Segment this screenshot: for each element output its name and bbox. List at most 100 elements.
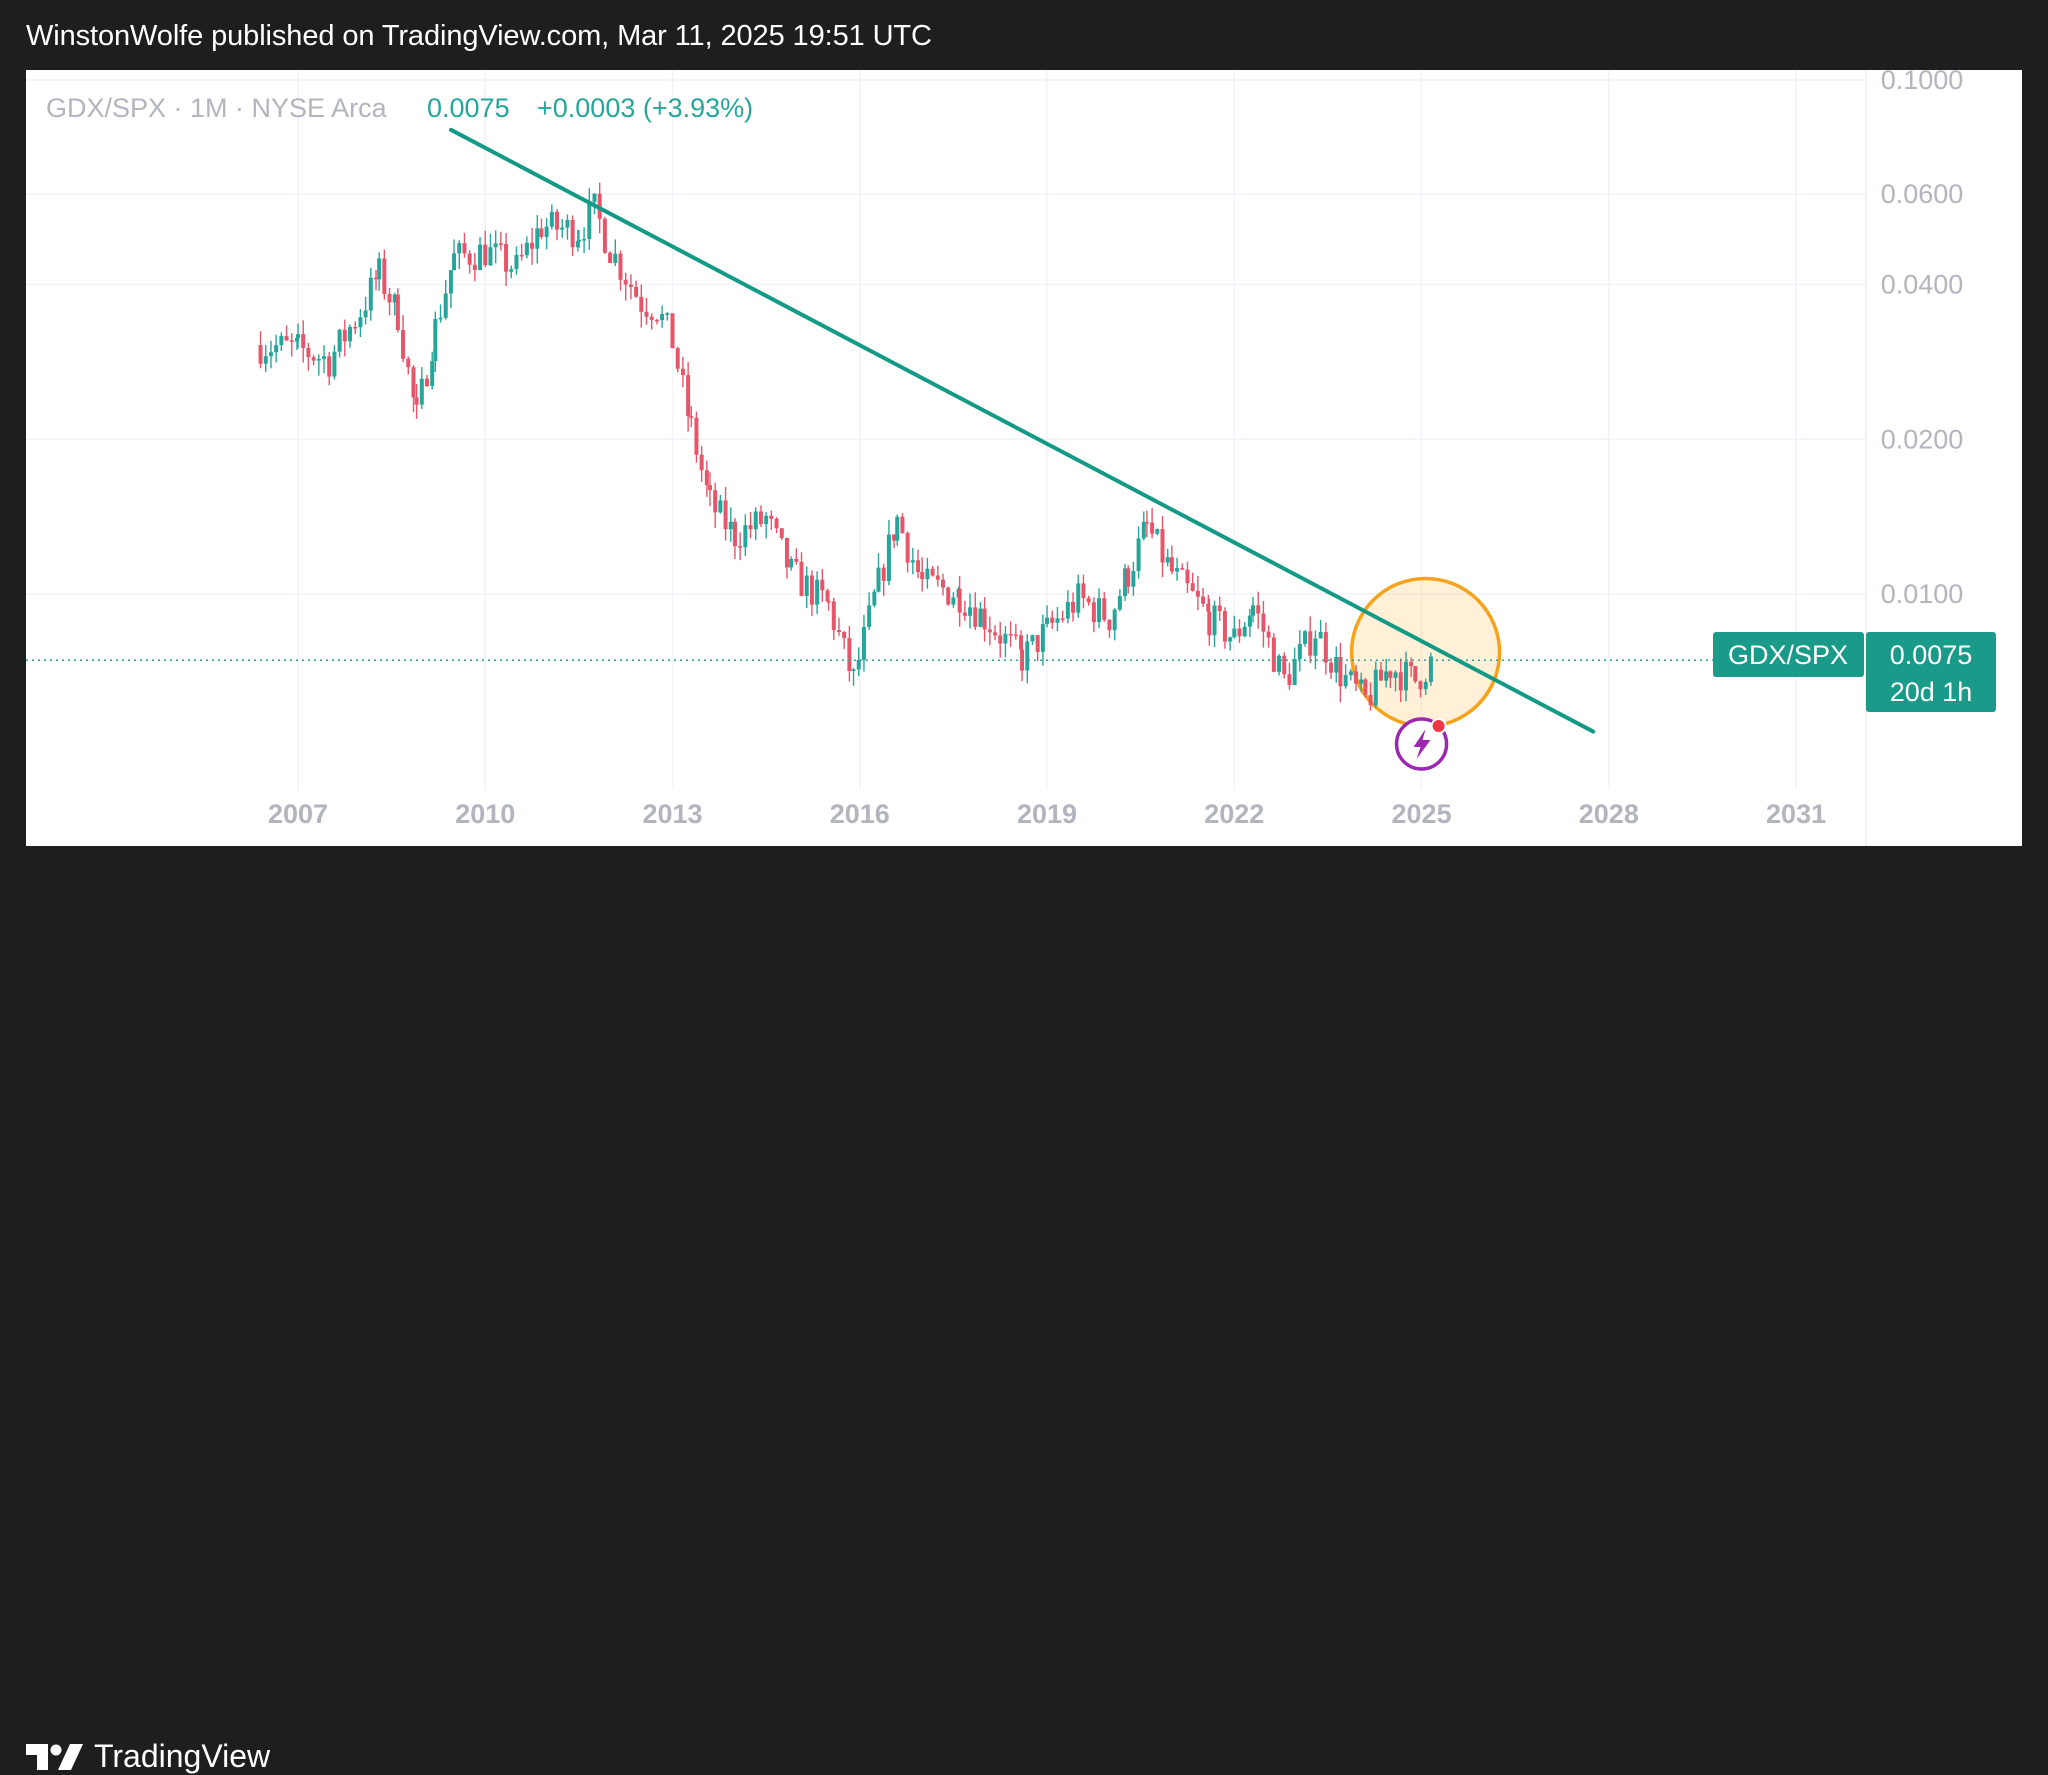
candle-body	[1378, 669, 1383, 681]
candle	[1207, 598, 1212, 646]
candle	[263, 345, 268, 373]
candle	[1190, 572, 1195, 592]
price-label[interactable]: GDX/SPX 0.0075 20d 1h	[1713, 632, 1996, 712]
candle	[978, 601, 983, 628]
candle-body	[723, 500, 728, 530]
candle	[1055, 606, 1060, 632]
candle	[1123, 564, 1128, 601]
candle-body	[1035, 635, 1040, 652]
candle-body	[1060, 618, 1065, 620]
candle	[395, 288, 400, 333]
candle	[392, 292, 397, 316]
candle	[951, 592, 956, 608]
candle-body	[628, 284, 633, 287]
candle	[1117, 589, 1122, 612]
candle	[438, 304, 443, 323]
candle	[809, 570, 814, 617]
candle-body	[1393, 672, 1398, 678]
candle	[774, 517, 779, 534]
candle	[968, 593, 973, 629]
candle-body	[1428, 656, 1433, 682]
candle	[1175, 557, 1180, 581]
candle	[1112, 608, 1117, 641]
candle	[1398, 658, 1403, 703]
candle-body	[1180, 568, 1185, 570]
candle	[1308, 616, 1313, 664]
candle	[1169, 545, 1174, 575]
candle-body	[467, 253, 472, 265]
candle	[284, 325, 289, 342]
candle	[769, 510, 774, 530]
candle	[1160, 516, 1165, 578]
candle-body	[1271, 637, 1276, 672]
candle	[847, 626, 852, 682]
candle-body	[509, 269, 514, 272]
candle-body	[576, 239, 581, 242]
candle	[411, 365, 416, 413]
candle-body	[634, 286, 639, 297]
candle	[1008, 621, 1013, 647]
chart-svg[interactable]: 0.0100 0.0200 0.0400 0.0600 0.1000 2007 2010 20…	[26, 70, 2022, 846]
candle-body	[274, 345, 279, 353]
candle-body	[704, 470, 709, 486]
candle-body	[448, 270, 453, 294]
candle-body	[363, 310, 368, 318]
candle-body	[377, 258, 382, 280]
candle	[876, 553, 881, 593]
candle	[1025, 634, 1030, 684]
candle	[920, 557, 925, 592]
candle-body	[1292, 659, 1297, 685]
candle-body	[401, 329, 406, 359]
candle	[1388, 670, 1393, 689]
candle	[649, 313, 654, 330]
candle-body	[1256, 605, 1261, 614]
candle	[962, 600, 967, 621]
candle	[1212, 600, 1217, 648]
candle-body	[680, 368, 685, 376]
candle	[1237, 619, 1242, 643]
candle	[861, 614, 866, 672]
candle	[1003, 626, 1008, 658]
candle-body	[582, 239, 587, 241]
candle-body	[867, 605, 872, 627]
candle-body	[804, 575, 809, 596]
price-label-symbol: GDX/SPX	[1728, 640, 1848, 670]
candle	[804, 566, 809, 608]
candle	[1303, 630, 1308, 647]
chart-frame[interactable]: 0.0100 0.0200 0.0400 0.0600 0.1000 2007 2010 20…	[26, 70, 2022, 846]
candle	[509, 265, 514, 279]
candle	[514, 246, 519, 275]
candle-body	[1126, 568, 1131, 587]
candle-body	[694, 417, 699, 455]
candle-body	[565, 219, 570, 228]
candle	[789, 556, 794, 571]
candle	[433, 311, 438, 373]
legend-change: +0.0003 (+3.93%)	[537, 93, 753, 123]
candle	[957, 576, 962, 627]
candle	[820, 569, 825, 603]
candle	[1050, 610, 1055, 629]
candle-body	[1081, 583, 1086, 599]
candle	[524, 236, 529, 259]
candle	[1423, 678, 1428, 695]
candle	[430, 351, 435, 390]
candle	[613, 239, 618, 267]
candle-body	[886, 534, 891, 581]
candle-body	[779, 528, 784, 538]
candle-body	[1217, 605, 1222, 612]
candle	[406, 356, 411, 375]
tradingview-logo[interactable]: TradingView	[26, 1738, 270, 1775]
candle-body	[1175, 568, 1180, 572]
candle-body	[1076, 583, 1081, 613]
candle-body	[1190, 583, 1195, 591]
candle-body	[483, 244, 488, 266]
candle	[707, 472, 712, 507]
candle	[1323, 622, 1328, 675]
candle	[993, 625, 998, 641]
candle	[1354, 664, 1359, 691]
candle	[886, 520, 891, 586]
candle-body	[900, 516, 905, 533]
candle	[1359, 672, 1364, 693]
tradingview-logo-icon	[26, 1743, 83, 1770]
candle	[1242, 622, 1247, 638]
